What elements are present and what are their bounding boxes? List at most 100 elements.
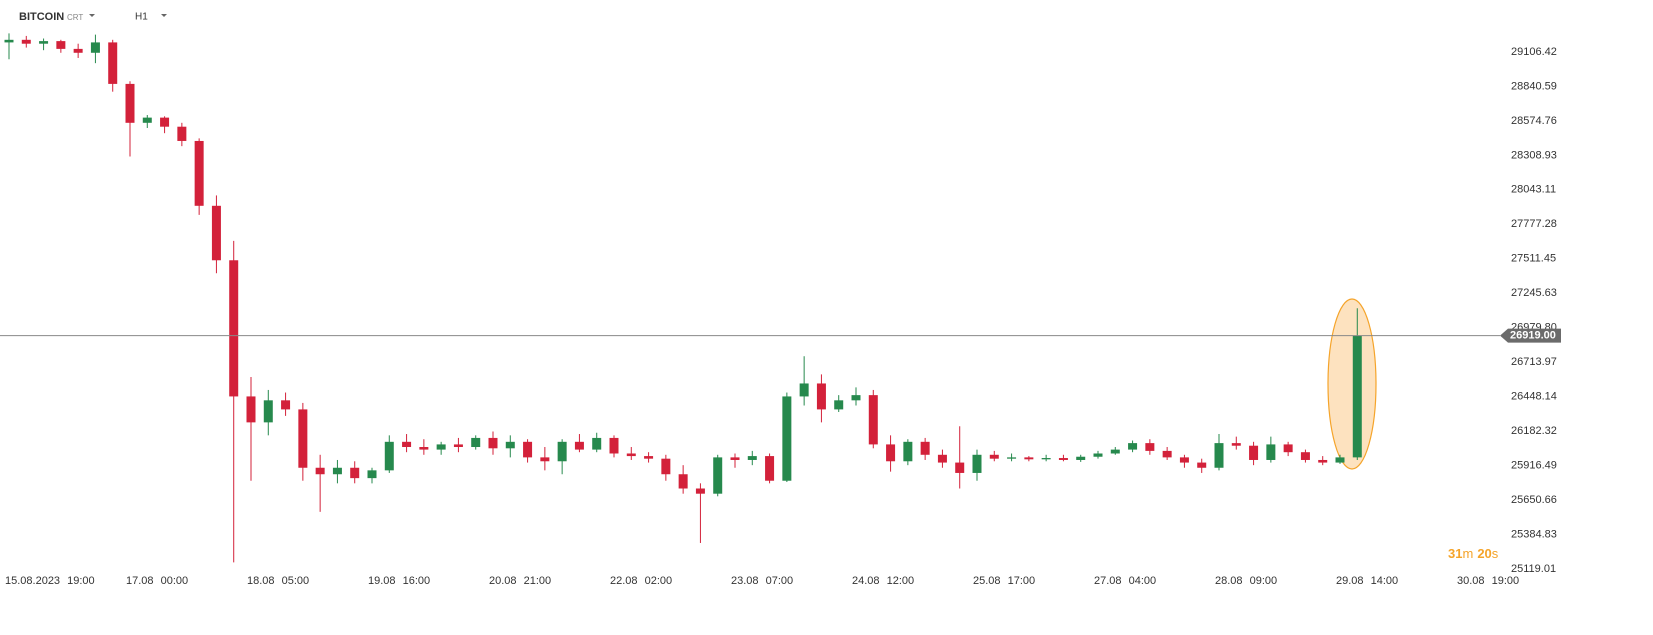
seconds: 20: [1477, 546, 1491, 561]
candle-body: [263, 400, 273, 423]
candle-body: [1335, 457, 1345, 463]
candle-body: [194, 140, 204, 206]
candle-body: [644, 456, 654, 459]
dropdown-arrow[interactable]: [161, 14, 167, 17]
candle-body: [315, 467, 325, 475]
y-tick-label: 28574.76: [1511, 115, 1557, 127]
candle-body: [730, 457, 740, 460]
seconds-unit: s: [1492, 546, 1499, 561]
x-tick-label: 15.08.2023 19:00: [5, 575, 95, 587]
x-tick-label: 27.08 04:00: [1094, 575, 1156, 587]
candle-body: [695, 488, 705, 494]
candle-body: [713, 457, 723, 494]
candle-body: [782, 396, 792, 481]
x-tick-label: 29.08 14:00: [1336, 575, 1398, 587]
x-tick-label: 17.08 00:00: [126, 575, 188, 587]
candle-body: [332, 467, 342, 475]
y-tick-label: 27777.28: [1511, 218, 1557, 230]
candle-body: [229, 260, 239, 397]
candle-body: [142, 117, 152, 123]
candle-body: [1128, 443, 1138, 450]
y-tick-label: 28043.11: [1511, 184, 1556, 196]
candle-body: [73, 48, 83, 53]
y-tick-label: 27511.45: [1511, 253, 1556, 265]
candle-body: [367, 470, 377, 479]
candle-body: [488, 437, 498, 449]
y-tick-label: 26448.14: [1511, 391, 1557, 403]
candle-body: [523, 441, 533, 458]
candle-body: [505, 441, 515, 449]
candle-body: [1266, 444, 1276, 460]
candle-body: [972, 454, 982, 473]
x-tick-label: 20.08 21:00: [489, 575, 551, 587]
y-tick-label: 28840.59: [1511, 80, 1557, 92]
candle-body: [955, 462, 965, 473]
candle-body: [1145, 443, 1155, 451]
price-tag-label: 26919.00: [1510, 330, 1556, 342]
candle-body: [56, 41, 66, 49]
candle-body: [592, 437, 602, 450]
candle-body: [402, 441, 412, 448]
candle-body: [1024, 457, 1034, 460]
candle-body: [851, 395, 861, 401]
candle-body: [799, 383, 809, 397]
timeframe[interactable]: H1: [135, 12, 148, 23]
candle-body: [1076, 456, 1086, 460]
y-tick-label: 27245.63: [1511, 287, 1557, 299]
x-tick-label: 30.08 19:00: [1457, 575, 1519, 587]
candle-body: [626, 453, 636, 457]
candle-body: [471, 437, 481, 448]
candle-body: [125, 83, 135, 123]
candle-body: [1283, 444, 1293, 453]
candle-body: [1041, 458, 1051, 460]
candle-body: [868, 395, 878, 445]
candle-body: [177, 126, 187, 141]
candle-body: [211, 205, 221, 261]
candle-body: [540, 457, 550, 462]
candle-body: [281, 400, 291, 410]
candle-body: [609, 437, 619, 454]
y-tick-label: 25119.01: [1511, 563, 1556, 575]
y-tick-label: 28308.93: [1511, 149, 1557, 161]
candle-body: [453, 444, 463, 448]
candle-body: [1110, 449, 1120, 454]
candle-body: [574, 441, 584, 450]
candle-body: [298, 409, 308, 468]
candle-body: [246, 396, 256, 423]
y-tick-label: 26182.32: [1511, 425, 1557, 437]
candle-body: [678, 474, 688, 489]
candle-body: [1007, 457, 1017, 459]
candle-body: [989, 454, 999, 459]
candle-body: [1231, 443, 1241, 446]
x-tick-label: 19.08 16:00: [368, 575, 430, 587]
dropdown-arrow[interactable]: [89, 14, 95, 17]
candle-body: [557, 441, 567, 462]
symbol-kind: CRT: [67, 13, 83, 22]
minutes-unit: m: [1462, 546, 1473, 561]
candle-body: [920, 441, 930, 455]
countdown: 31m 20s: [1448, 546, 1499, 561]
candle-body: [1300, 452, 1310, 460]
candle-body: [903, 441, 913, 462]
symbol[interactable]: BITCOIN: [19, 11, 64, 23]
candle-body: [436, 444, 446, 450]
y-tick-label: 26713.97: [1511, 356, 1557, 368]
candle-body: [350, 467, 360, 479]
candle-body: [384, 441, 394, 471]
candle-body: [108, 42, 118, 84]
y-tick-label: 29106.42: [1511, 46, 1557, 58]
candle-body: [1352, 335, 1362, 458]
x-tick-label: 18.08 05:00: [247, 575, 309, 587]
candle-body: [661, 458, 671, 475]
candle-body: [1318, 459, 1328, 463]
y-tick-label: 25384.83: [1511, 528, 1557, 540]
candle-body: [816, 383, 826, 410]
candle-body: [90, 42, 100, 53]
y-tick-label: 25916.49: [1511, 460, 1557, 472]
candle-body: [765, 456, 775, 481]
candle-body: [1162, 450, 1172, 458]
x-tick-label: 24.08 12:00: [852, 575, 914, 587]
candle-body: [747, 456, 757, 460]
x-tick-label: 23.08 07:00: [731, 575, 793, 587]
minutes: 31: [1448, 546, 1462, 561]
